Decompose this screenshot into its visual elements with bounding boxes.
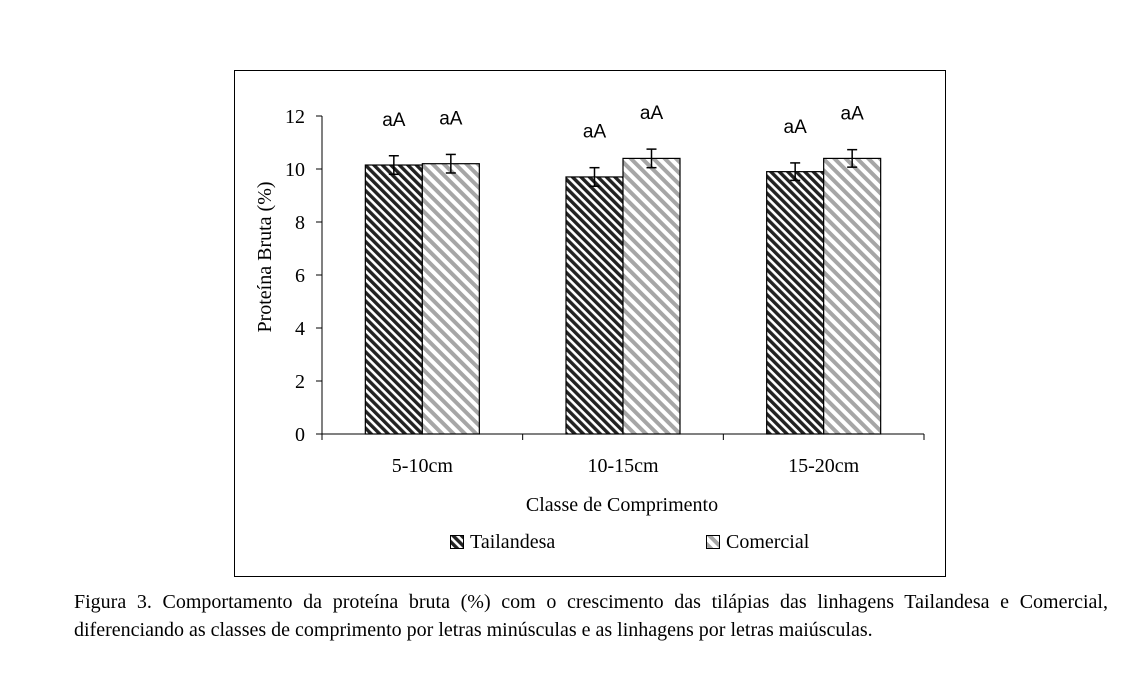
- significance-label: aA: [583, 122, 607, 143]
- y-tick-label: 0: [295, 424, 305, 446]
- legend-label-comercial: Comercial: [726, 531, 810, 553]
- x-tick-label: 10-15cm: [587, 455, 659, 477]
- legend-swatch-tailandesa: [450, 535, 464, 549]
- y-tick-label: 6: [295, 265, 305, 287]
- bar-tailandesa: [766, 171, 825, 435]
- y-axis-label: Proteína Bruta (%): [254, 181, 276, 332]
- y-tick-label: 8: [295, 212, 305, 234]
- y-tick-label: 12: [285, 106, 305, 128]
- x-axis-label: Classe de Comprimento: [526, 494, 718, 516]
- bar-chart: 0 2 4 6 8 10 12 5-10cm 10-15cm 15-20cm aA aA aA aA aA…: [254, 103, 925, 516]
- x-tick-label: 5-10cm: [392, 455, 454, 477]
- y-tick-label: 4: [295, 318, 305, 340]
- y-tick-label: 10: [285, 159, 305, 181]
- significance-label: aA: [640, 103, 664, 124]
- x-tick-label: 15-20cm: [788, 455, 860, 477]
- legend-label-tailandesa: Tailandesa: [470, 531, 556, 553]
- bar-comercial: [622, 157, 681, 435]
- bar-tailandesa: [565, 176, 624, 435]
- significance-label: aA: [784, 117, 808, 138]
- figure-caption: Figura 3. Comportamento da proteína brut…: [74, 591, 1108, 641]
- bar-comercial: [823, 157, 882, 435]
- legend-swatch-comercial: [706, 535, 720, 549]
- y-tick-label: 2: [295, 371, 305, 393]
- chart-frame: 0 2 4 6 8 10 12 5-10cm 10-15cm 15-20cm aA aA aA aA aA…: [234, 70, 946, 577]
- significance-label: aA: [439, 108, 463, 129]
- legend-item-comercial: Comercial: [706, 530, 809, 554]
- bar-comercial: [421, 163, 480, 435]
- legend-item-tailandesa: Tailandesa: [450, 530, 555, 554]
- significance-label: aA: [841, 104, 865, 125]
- bar-tailandesa: [364, 164, 423, 435]
- significance-label: aA: [382, 110, 406, 131]
